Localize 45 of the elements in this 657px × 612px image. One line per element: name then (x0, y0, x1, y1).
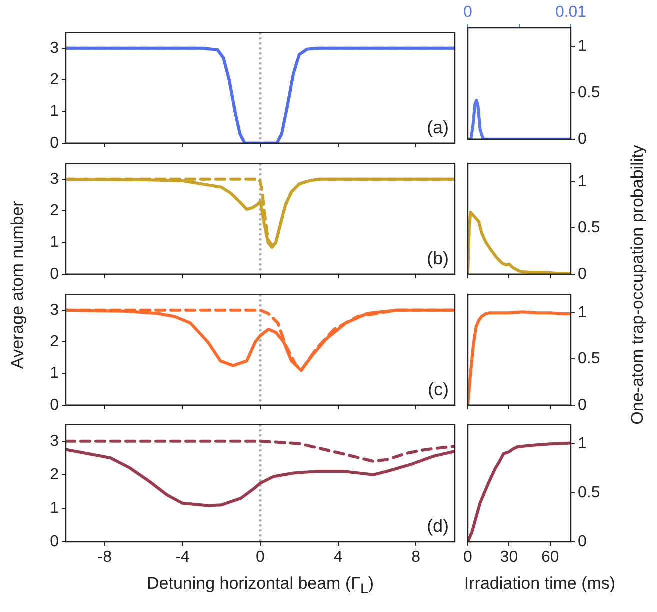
y-tick-label: 0 (578, 130, 587, 148)
x-tick-label: 0 (256, 549, 266, 566)
y-tick-label: 3 (50, 170, 60, 188)
y-tick-label: 1 (578, 436, 587, 453)
y-tick-label: 1 (50, 103, 60, 120)
y-tick-label: 2 (50, 333, 60, 350)
y-tick-label: 1 (578, 38, 587, 55)
y-tick-label: 1 (578, 173, 587, 190)
y-tick-label: 0 (50, 266, 60, 283)
y-tick-label: 0 (50, 134, 60, 152)
y-tick-label: 3 (50, 432, 60, 450)
y-tick-label: 1 (50, 365, 60, 382)
y-tick-label: 2 (50, 71, 60, 88)
x-tick-label: 0.01 (555, 4, 587, 21)
y-tick-label: 0.5 (578, 350, 600, 368)
y-tick-label: 1 (50, 234, 60, 252)
annotation: (a) (427, 117, 449, 138)
x-tick-label: -8 (98, 549, 112, 566)
y-axis-title: One-atom trap-occupation probability (628, 144, 648, 427)
y-tick-label: 3 (50, 40, 60, 57)
y-tick-label: 1 (50, 500, 60, 517)
y-tick-label: 0.5 (578, 484, 600, 502)
y-axis-title: Average atom number (8, 200, 28, 371)
y-tick-label: 3 (50, 302, 60, 319)
y-tick-label: 2 (50, 202, 60, 220)
y-tick-label: 0 (50, 396, 60, 414)
y-tick-label: 0 (578, 396, 587, 414)
x-tick-label: 30 (500, 549, 518, 566)
x-axis-title: Detuning horizontal beam (Γ$_{L}$) (146, 574, 376, 598)
y-tick-label: 0.5 (578, 220, 600, 237)
annotation: (d) (427, 516, 449, 536)
y-tick-label: 0 (578, 266, 587, 283)
y-tick-label: 2 (50, 466, 60, 484)
x-tick-label: 60 (542, 549, 560, 566)
x-tick-label: -4 (176, 549, 190, 566)
x-tick-label: 4 (334, 549, 343, 566)
x-tick-label: 8 (412, 549, 421, 566)
y-tick-label: 1 (578, 304, 587, 322)
y-tick-label: 0 (578, 533, 587, 550)
x-axis-title: Irradiation time (ms) (463, 574, 617, 594)
y-tick-label: 0 (50, 533, 60, 550)
annotation: (c) (428, 379, 449, 400)
x-tick-label: 0 (464, 549, 473, 566)
annotation: (b) (427, 248, 449, 268)
y-tick-label: 0.5 (578, 84, 600, 102)
